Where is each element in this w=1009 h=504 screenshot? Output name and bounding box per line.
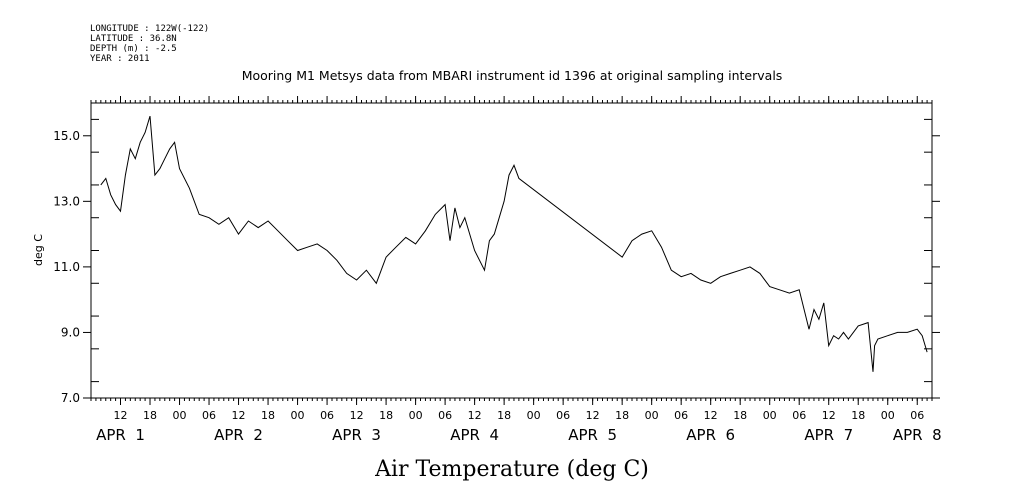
x-hour-label: 12 (232, 409, 246, 422)
x-hour-label: 00 (645, 409, 659, 422)
metadata-longitude: LONGITUDE : 122W(-122) (90, 24, 209, 34)
x-hour-label: 06 (792, 409, 806, 422)
x-hour-label: 06 (438, 409, 452, 422)
x-day-label: APR 4 (450, 426, 499, 444)
metadata-latitude: LATITUDE : 36.8N (90, 34, 177, 44)
x-hour-label: 00 (409, 409, 423, 422)
x-hour-label: 12 (468, 409, 482, 422)
series-line-air-temperature (100, 115, 928, 372)
x-hour-label: 00 (763, 409, 777, 422)
metadata-block: LONGITUDE : 122W(-122) LATITUDE : 36.8N … (90, 24, 209, 64)
y-tick-label: 7.0 (61, 391, 80, 405)
x-hour-label: 06 (910, 409, 924, 422)
x-hour-label: 18 (851, 409, 865, 422)
x-hour-label: 06 (202, 409, 216, 422)
x-day-label: APR 2 (214, 426, 263, 444)
x-day-label: APR 6 (686, 426, 735, 444)
x-hour-label: 00 (527, 409, 541, 422)
x-day-label: APR 5 (568, 426, 617, 444)
x-hour-label: 18 (615, 409, 629, 422)
x-hour-label: 00 (291, 409, 305, 422)
x-day-label: APR 7 (804, 426, 853, 444)
y-tick-label: 11.0 (53, 260, 80, 274)
x-hour-label: 00 (881, 409, 895, 422)
x-hour-label: 00 (173, 409, 187, 422)
x-day-label: APR 1 (96, 426, 145, 444)
metadata-depth: DEPTH (m) : -2.5 (90, 44, 177, 54)
x-axis-label: Air Temperature (deg C) (374, 457, 649, 482)
x-hour-label: 18 (733, 409, 747, 422)
x-hour-label: 18 (379, 409, 393, 422)
x-hour-label: 12 (822, 409, 836, 422)
series-layer (100, 115, 928, 372)
chart-title: Mooring M1 Metsys data from MBARI instru… (242, 68, 783, 83)
y-axis-label: deg C (32, 234, 45, 266)
x-hour-label: 18 (143, 409, 157, 422)
x-hour-label: 06 (320, 409, 334, 422)
x-hour-label: 12 (350, 409, 364, 422)
x-hour-label: 12 (586, 409, 600, 422)
y-tick-label: 15.0 (53, 129, 80, 143)
y-tick-label: 13.0 (53, 194, 80, 208)
x-hour-label: 18 (261, 409, 275, 422)
y-axis: 7.0 9.0 11.0 13.0 15.0 (53, 118, 940, 405)
x-hour-label: 12 (704, 409, 718, 422)
metadata-year: YEAR : 2011 (90, 54, 150, 64)
x-hour-label: 06 (674, 409, 688, 422)
x-axis: 12 18 00 06 12 18 00 06 12 18 00 06 12 18 00 06 12 18 00 06… (90, 96, 942, 444)
x-hour-label: 12 (114, 409, 128, 422)
plot-frame (90, 102, 933, 399)
y-tick-label: 9.0 (61, 325, 80, 339)
x-day-label: APR 8 (893, 426, 942, 444)
x-hour-label: 18 (497, 409, 511, 422)
x-hour-label: 06 (556, 409, 570, 422)
x-day-label: APR 3 (332, 426, 381, 444)
